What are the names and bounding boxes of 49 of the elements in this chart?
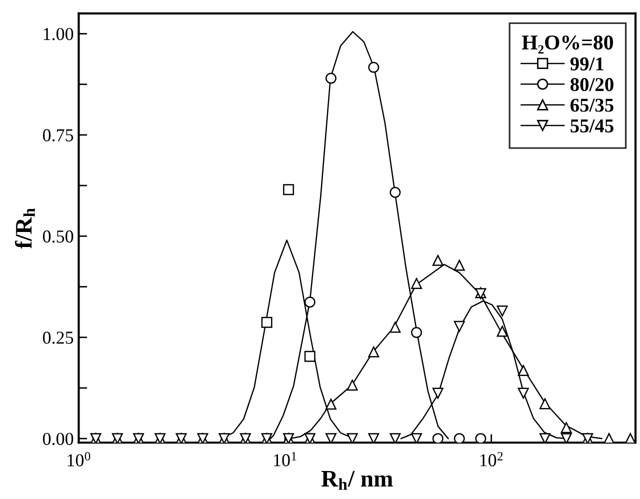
legend-label: 55/45 bbox=[570, 119, 614, 132]
y-tick-label: 0.50 bbox=[42, 230, 74, 243]
x-axis-title: R$_{h}$/ nm bbox=[321, 470, 393, 490]
point bbox=[539, 398, 550, 410]
point bbox=[496, 326, 508, 337]
x-tick-label: 10$^{1}$ bbox=[274, 452, 296, 466]
point bbox=[454, 260, 465, 271]
point bbox=[325, 433, 336, 443]
y-tick-label: 0.75 bbox=[42, 129, 74, 142]
point bbox=[390, 433, 401, 443]
point bbox=[325, 398, 336, 410]
point bbox=[411, 278, 422, 289]
point bbox=[368, 433, 380, 443]
point bbox=[325, 72, 336, 84]
legend-title: H₂O%=80 bbox=[522, 35, 613, 54]
point bbox=[432, 388, 444, 399]
legend-label: 99/1 bbox=[570, 57, 604, 70]
y-axis-title: f/R$_{h}$ bbox=[14, 208, 35, 249]
point bbox=[475, 433, 486, 443]
point bbox=[368, 346, 380, 358]
point bbox=[411, 433, 422, 443]
y-tick-label: 0.00 bbox=[42, 432, 74, 446]
point bbox=[411, 327, 422, 338]
point bbox=[304, 296, 316, 308]
point bbox=[496, 306, 508, 317]
y-tick-label: 1.00 bbox=[44, 28, 74, 40]
legend-label: 65/35 bbox=[570, 98, 614, 112]
point bbox=[390, 322, 401, 333]
point bbox=[346, 380, 358, 391]
point bbox=[368, 62, 380, 73]
legend-label: 80/20 bbox=[570, 78, 614, 92]
point bbox=[518, 365, 529, 376]
point bbox=[304, 350, 316, 362]
point bbox=[560, 422, 572, 434]
point bbox=[518, 388, 529, 399]
x-tick-label: 10$^{2}$ bbox=[480, 452, 503, 466]
point bbox=[560, 433, 572, 443]
point bbox=[624, 433, 636, 443]
point bbox=[390, 186, 401, 198]
y-tick-label: 0.25 bbox=[42, 332, 74, 344]
point bbox=[432, 433, 444, 443]
point bbox=[261, 316, 272, 328]
point bbox=[454, 320, 465, 332]
x-tick-label: 10$^{0}$ bbox=[68, 452, 90, 466]
point bbox=[454, 433, 465, 443]
point bbox=[539, 433, 550, 443]
point bbox=[432, 254, 444, 266]
point bbox=[346, 433, 358, 443]
point bbox=[283, 184, 294, 196]
